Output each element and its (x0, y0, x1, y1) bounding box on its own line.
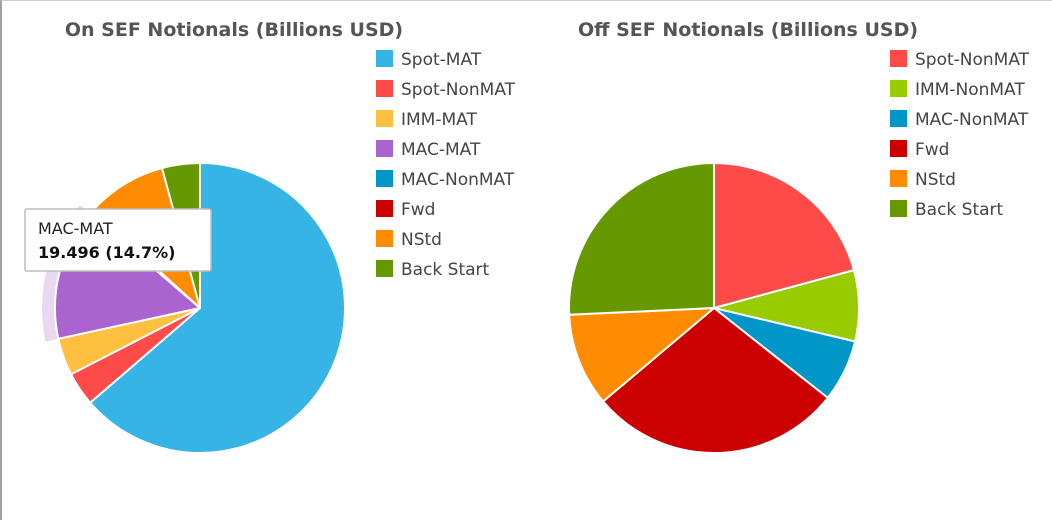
off-sef-legend-swatch-fwd (890, 140, 907, 157)
off-sef-slice-back-start[interactable] (568, 162, 715, 316)
off-sef-legend-label-nstd: NStd (915, 170, 956, 190)
off-sef-legend-label-imm-nonmat: IMM-NonMAT (915, 80, 1025, 100)
on-sef-chart-title: On SEF Notionals (Billions USD) (65, 19, 403, 41)
tooltip-value: 19.496 (14.7%) (38, 243, 175, 262)
on-sef-legend-item-fwd[interactable]: Fwd (376, 200, 435, 220)
off-sef-chart-title: Off SEF Notionals (Billions USD) (578, 19, 918, 41)
on-sef-legend-swatch-spot-mat (376, 50, 393, 67)
on-sef-slice-spot-mat[interactable] (89, 162, 346, 454)
on-sef-legend-item-nstd[interactable]: NStd (376, 230, 442, 250)
on-sef-legend: Spot-MAT Spot-NonMAT IMM-MAT MAC-MAT MAC-Non… (376, 50, 516, 280)
tooltip-label: MAC-MAT (38, 219, 113, 238)
off-sef-slice-fwd[interactable] (602, 307, 829, 454)
off-sef-slice-spot-nonmat[interactable] (713, 162, 855, 309)
off-sef-legend-label-back-start: Back Start (915, 200, 1004, 220)
off-sef-legend-label-mac-nonmat: MAC-NonMAT (915, 110, 1029, 130)
on-sef-legend-swatch-mac-nonmat (376, 170, 393, 187)
off-sef-pie (568, 162, 860, 454)
on-sef-pie (41, 162, 346, 454)
on-sef-legend-label-nstd: NStd (401, 230, 442, 250)
on-sef-legend-item-mac-mat[interactable]: MAC-MAT (376, 140, 481, 160)
off-sef-legend-swatch-imm-nonmat (890, 80, 907, 97)
off-sef-legend-item-spot-nonmat[interactable]: Spot-NonMAT (890, 50, 1030, 70)
off-sef-legend-swatch-spot-nonmat (890, 50, 907, 67)
on-sef-legend-label-spot-nonmat: Spot-NonMAT (401, 80, 516, 100)
on-sef-legend-item-spot-mat[interactable]: Spot-MAT (376, 50, 482, 70)
on-sef-legend-swatch-mac-mat (376, 140, 393, 157)
on-sef-legend-item-spot-nonmat[interactable]: Spot-NonMAT (376, 80, 516, 100)
off-sef-legend-item-back-start[interactable]: Back Start (890, 200, 1004, 220)
on-sef-legend-swatch-fwd (376, 200, 393, 217)
on-sef-legend-label-imm-mat: IMM-MAT (401, 110, 477, 130)
on-sef-legend-label-mac-mat: MAC-MAT (401, 140, 481, 160)
on-sef-legend-swatch-spot-nonmat (376, 80, 393, 97)
on-sef-legend-label-back-start: Back Start (401, 260, 490, 280)
off-sef-legend-swatch-nstd (890, 170, 907, 187)
off-sef-legend: Spot-NonMAT IMM-NonMAT MAC-NonMAT Fwd NStd Ba… (890, 50, 1030, 220)
off-sef-legend-swatch-back-start (890, 200, 907, 217)
on-sef-legend-label-fwd: Fwd (401, 200, 435, 220)
off-sef-legend-item-nstd[interactable]: NStd (890, 170, 956, 190)
on-sef-legend-swatch-nstd (376, 230, 393, 247)
off-sef-legend-item-fwd[interactable]: Fwd (890, 140, 949, 160)
on-sef-legend-item-imm-mat[interactable]: IMM-MAT (376, 110, 477, 130)
on-sef-legend-label-spot-mat: Spot-MAT (401, 50, 482, 70)
tooltip-box (24, 208, 212, 272)
on-sef-legend-swatch-back-start (376, 260, 393, 277)
off-sef-legend-label-fwd: Fwd (915, 140, 949, 160)
off-sef-legend-item-imm-nonmat[interactable]: IMM-NonMAT (890, 80, 1025, 100)
on-sef-legend-item-back-start[interactable]: Back Start (376, 260, 490, 280)
off-sef-legend-swatch-mac-nonmat (890, 110, 907, 127)
on-sef-legend-label-mac-nonmat: MAC-NonMAT (401, 170, 515, 190)
on-sef-legend-item-mac-nonmat[interactable]: MAC-NonMAT (376, 170, 515, 190)
off-sef-legend-label-spot-nonmat: Spot-NonMAT (915, 50, 1030, 70)
off-sef-legend-item-mac-nonmat[interactable]: MAC-NonMAT (890, 110, 1029, 130)
off-sef-slice-nstd[interactable] (568, 307, 715, 403)
tooltip: MAC-MAT 19.496 (14.7%) (24, 208, 212, 272)
on-sef-legend-swatch-imm-mat (376, 110, 393, 127)
